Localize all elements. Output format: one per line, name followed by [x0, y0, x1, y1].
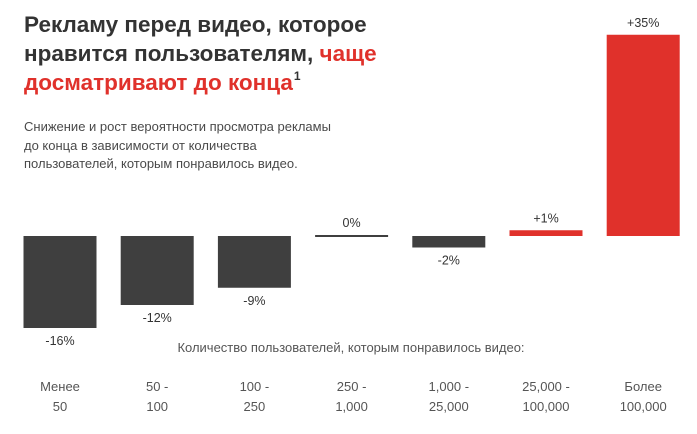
- category-label-6-line-1: 25,000 -: [522, 379, 570, 394]
- value-label-1: -16%: [45, 334, 74, 348]
- category-label-7-line-2: 100,000: [620, 399, 667, 414]
- value-label-7: +35%: [627, 16, 659, 30]
- value-label-2: -12%: [143, 311, 172, 325]
- category-label-2-line-2: 100: [146, 399, 168, 414]
- value-label-3: -9%: [243, 294, 265, 308]
- value-label-5: -2%: [438, 254, 460, 268]
- bar-5: [412, 236, 486, 248]
- bar-2: [120, 236, 194, 305]
- category-label-1-line-2: 50: [53, 399, 67, 414]
- category-label-4-line-2: 1,000: [335, 399, 368, 414]
- headline-accent-text: чаще досматривают до конца: [24, 41, 377, 95]
- category-label-2-line-1: 50 -: [146, 379, 168, 394]
- category-label-3-line-2: 250: [244, 399, 266, 414]
- bar-3: [217, 236, 291, 288]
- category-label-1-line-1: Менее: [40, 379, 80, 394]
- bar-6: [509, 230, 583, 236]
- bar-4: [315, 235, 389, 237]
- category-label-3-line-1: 100 -: [240, 379, 270, 394]
- category-label-7-line-1: Более: [624, 379, 662, 394]
- category-label-5-line-2: 25,000: [429, 399, 469, 414]
- chart-description: Снижение и рост вероятности просмотра ре…: [24, 119, 331, 171]
- bar-1: [23, 236, 97, 328]
- category-label-6-line-2: 100,000: [523, 399, 570, 414]
- value-label-6: +1%: [533, 211, 558, 225]
- category-label-4-line-1: 250 -: [337, 379, 367, 394]
- bar-7: [606, 34, 680, 236]
- category-label-5-line-1: 1,000 -: [429, 379, 469, 394]
- headline: Рекламу перед видео, которое нравится по…: [24, 10, 404, 97]
- headline-main-text: Рекламу перед видео, которое нравится по…: [24, 12, 367, 66]
- footnote-mark: 1: [293, 68, 301, 83]
- value-label-4: 0%: [343, 216, 361, 230]
- x-axis-label: Количество пользователей, которым понрав…: [177, 340, 524, 355]
